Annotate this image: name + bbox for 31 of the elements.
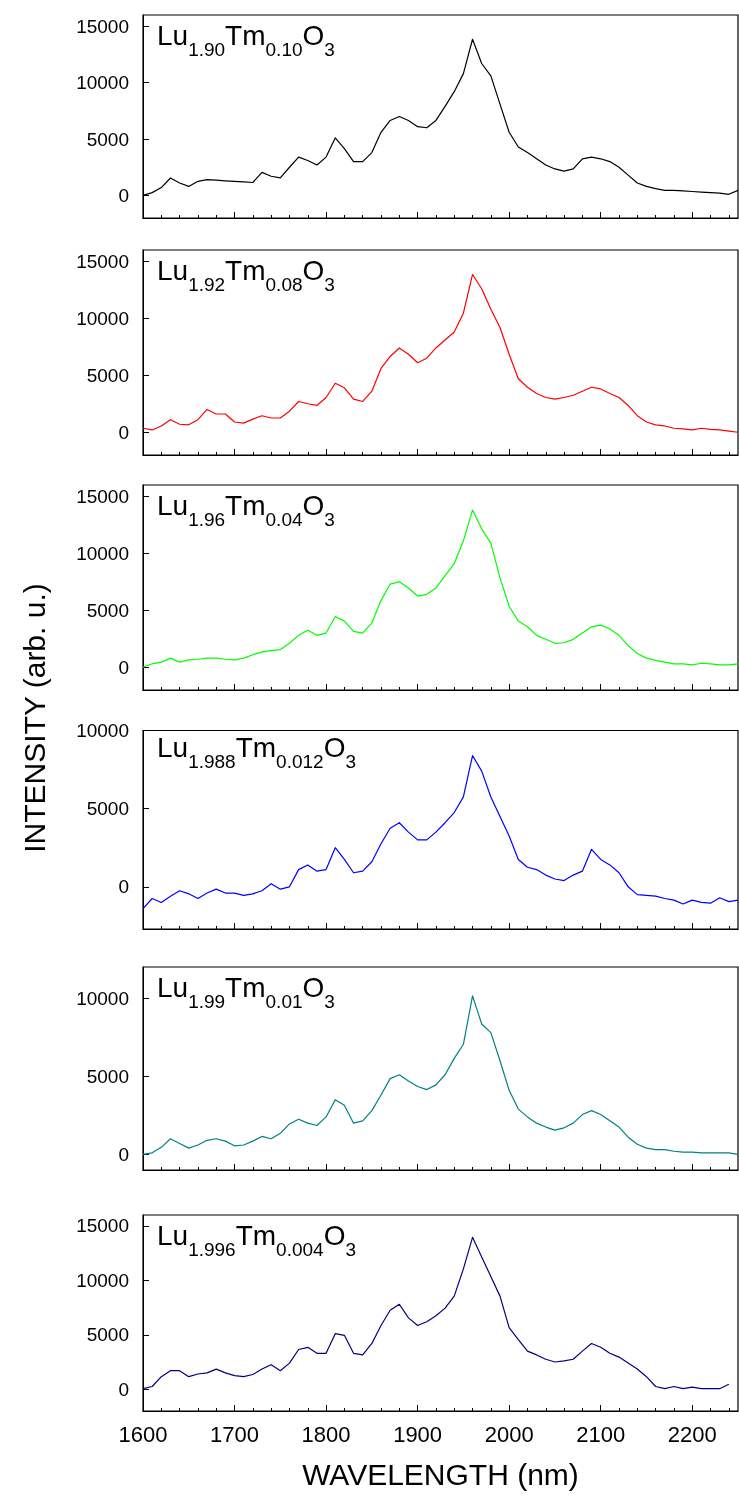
x-tick-label: 1600: [118, 1421, 168, 1447]
y-tick-label: 0: [118, 1143, 129, 1165]
y-tick-label: 10000: [76, 72, 129, 94]
y-tick-label: 5000: [86, 128, 129, 150]
y-tick-label: 10000: [76, 542, 129, 564]
y-tick-label: 10000: [76, 987, 129, 1009]
y-tick-label: 0: [118, 1378, 129, 1400]
y-tick-label: 5000: [86, 1065, 129, 1087]
y-tick-label: 5000: [86, 599, 129, 621]
y-tick-label: 15000: [76, 15, 129, 37]
y-tick-label: 15000: [76, 250, 129, 272]
y-tick-label: 5000: [86, 1324, 129, 1346]
x-tick-label: 2100: [576, 1421, 626, 1447]
y-tick-label: 15000: [76, 485, 129, 507]
y-tick-label: 5000: [86, 798, 129, 820]
y-tick-label: 10000: [76, 1269, 129, 1291]
x-tick-label: 2000: [484, 1421, 534, 1447]
y-tick-label: 10000: [76, 307, 129, 329]
x-tick-label: 1900: [393, 1421, 443, 1447]
y-tick-label: 0: [118, 421, 129, 443]
y-axis-title: INTENSITY (arb. u.): [17, 581, 52, 855]
x-tick-label: 2200: [667, 1421, 717, 1447]
x-tick-label: 1700: [210, 1421, 260, 1447]
y-tick-label: 10000: [76, 720, 129, 741]
y-tick-label: 0: [118, 656, 129, 678]
y-tick-label: 15000: [76, 1215, 129, 1237]
y-tick-label: 5000: [86, 364, 129, 386]
y-tick-label: 0: [118, 876, 129, 898]
x-tick-label: 1800: [301, 1421, 351, 1447]
x-axis-title: WAVELENGTH (nm): [302, 1457, 579, 1491]
y-tick-label: 0: [118, 184, 129, 206]
